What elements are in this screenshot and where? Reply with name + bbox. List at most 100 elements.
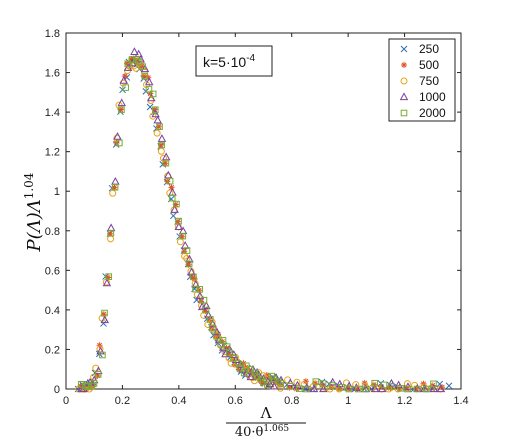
data-point [217,340,225,348]
data-point [100,315,110,324]
data-point [223,345,230,352]
data-point [113,132,122,140]
data-point [153,115,162,124]
x-tick-label: 0 [63,395,69,407]
legend-box [388,38,456,122]
data-point [286,378,295,387]
y-tick-label: 1.2 [45,147,60,159]
data-point [312,380,319,387]
data-point [345,385,353,393]
data-point [111,184,118,191]
y-tick-label: 1.4 [45,107,60,119]
data-point [195,291,205,300]
data-point [170,205,179,213]
data-point [303,385,310,393]
data-point [429,382,436,389]
data-point [172,201,179,208]
data-point [88,384,95,391]
data-point [140,64,150,73]
data-point [99,351,106,359]
data-point [338,384,345,391]
data-point [223,343,231,350]
data-point [196,287,203,294]
svg-text:k=5·10-4: k=5·10-4 [203,53,256,70]
data-point [158,141,165,149]
data-point [394,380,403,389]
data-point [387,385,394,392]
data-point [180,241,190,249]
data-point [246,372,256,381]
data-point [102,278,112,287]
legend: 250 500 750 1000 2000 [388,38,456,122]
data-point [413,386,420,392]
data-point [123,63,133,71]
data-point [179,232,187,240]
data-point [319,380,327,387]
svg-text:40·θ1.065: 40·θ1.065 [235,424,290,438]
data-point [293,378,301,386]
y-tick-label: 1 [54,186,60,198]
data-point [319,384,328,393]
annotation-text: k=5·10 [203,54,246,70]
data-point [187,267,196,276]
x-axis-label-denominator-exponent: 1.065 [263,424,289,434]
tick-labels: 0 0.2 0.4 0.6 0.8 1 1.2 1.4 0 0.2 0.4 0.6 0.8 1 1.2 1.4… [45,28,469,407]
data-point [422,385,430,393]
data-point [354,386,361,392]
data-point [207,316,214,323]
data-point [370,381,377,388]
data-point [185,260,193,268]
data-point [149,90,157,98]
data-point [240,369,248,377]
data-point [149,112,157,120]
data-point [122,84,129,91]
data-point [209,324,216,332]
data-point [111,183,119,191]
data-point [436,384,446,393]
data-point [263,372,270,379]
data-point [94,372,101,379]
data-point [352,383,361,391]
data-point [124,60,131,67]
data-point [302,378,309,385]
data-point [117,106,124,113]
data-point [296,385,303,392]
data-point [94,371,102,378]
data-point [362,385,369,393]
data-point [277,380,285,387]
data-point [145,85,153,93]
data-point [118,106,125,114]
x-tick-label: 0.4 [171,395,186,407]
data-point [413,383,422,392]
data-point [312,378,320,385]
legend-marker [400,109,408,117]
series-2000 [77,55,437,393]
legend-label: 2000 [419,106,446,120]
data-point [225,344,234,353]
y-axis-label-exponent: 1.04 [22,172,36,199]
data-point [141,72,148,79]
x-tick-label: 0.6 [228,395,243,407]
data-point [344,381,354,390]
data-point [212,327,222,336]
data-point [370,384,380,393]
x-tick-label: 0.2 [115,395,130,407]
data-points [74,47,453,393]
x-tick-label: 1 [345,395,351,407]
data-point [151,109,160,118]
data-point [161,152,171,161]
data-point [174,222,184,231]
legend-label: 250 [419,42,439,56]
data-point [138,63,145,70]
y-axis-label-base: P(Λ)Λ [24,199,45,252]
data-point [204,310,213,319]
data-point [147,93,156,102]
data-point [226,349,233,357]
legend-marker [401,62,407,68]
x-tick-label: 1.4 [453,395,468,407]
data-point [168,194,176,202]
data-point [191,280,201,288]
data-point [286,382,294,390]
data-point [96,342,103,349]
